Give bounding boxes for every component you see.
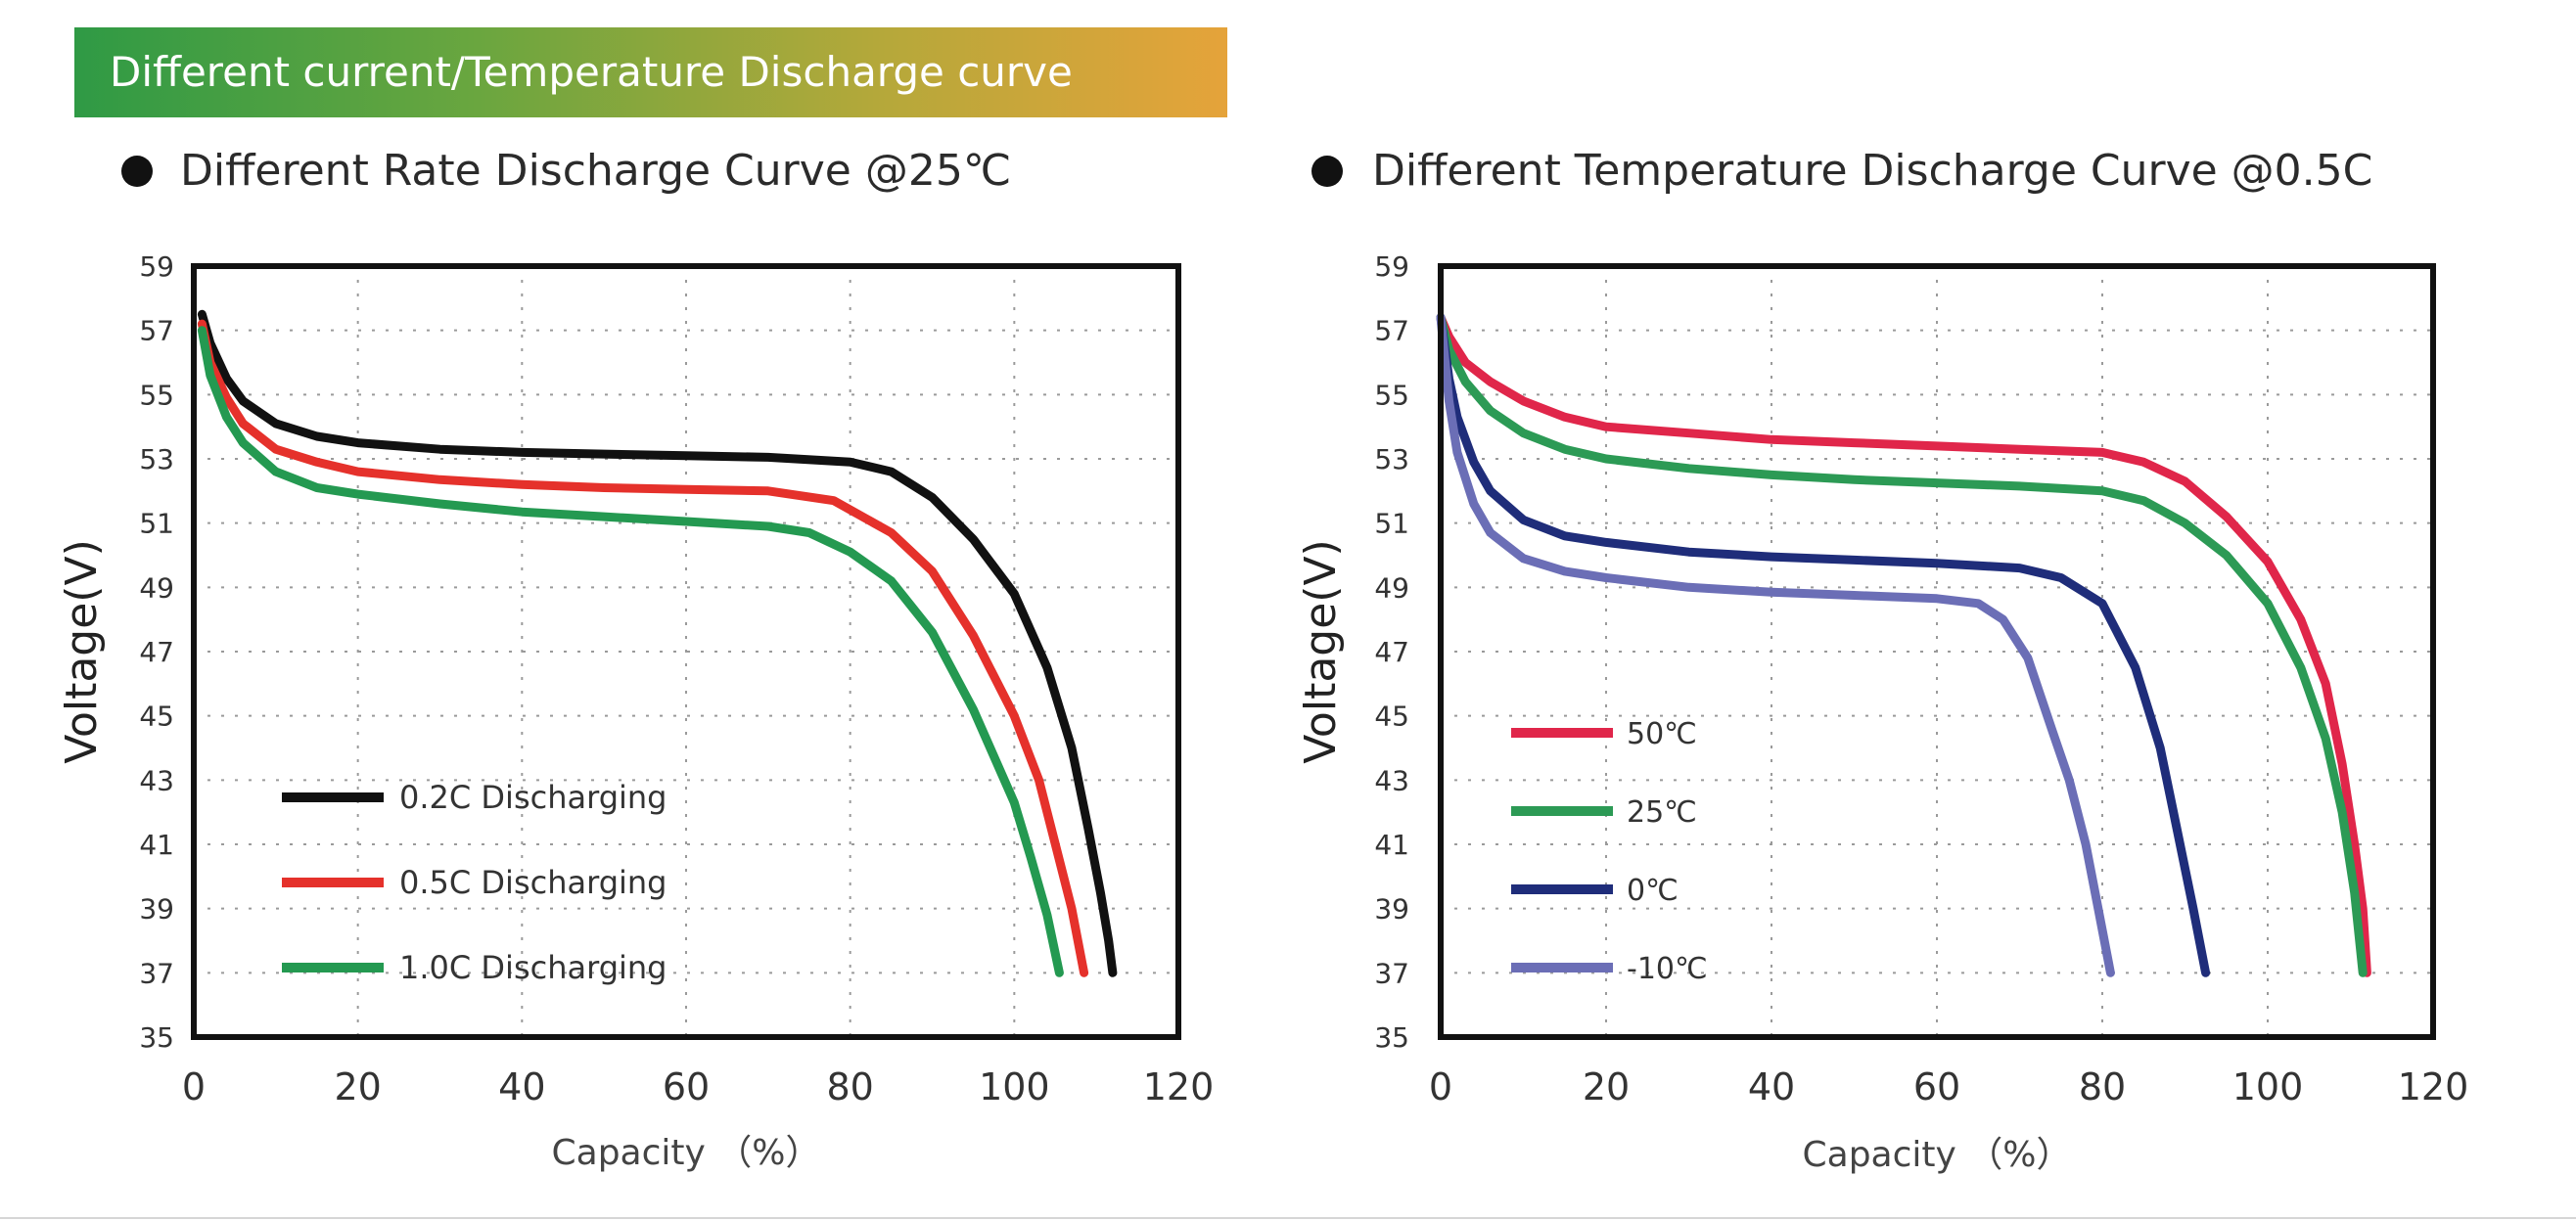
y-tick-label: 35 [1374,1021,1409,1054]
y-axis-label: Voltage(V) [1296,539,1346,763]
y-tick-label: 39 [139,893,174,926]
header-banner [74,27,1227,117]
y-tick-label: 47 [139,636,174,668]
y-tick-label: 45 [139,701,174,733]
x-tick-label: 80 [2079,1065,2126,1108]
x-tick-label: 120 [2398,1065,2469,1108]
banner-title: Different current/Temperature Discharge … [110,48,1073,96]
y-tick-label: 35 [139,1021,174,1054]
series-line-2 [1436,313,2368,977]
series-line-3 [197,326,1064,977]
series-line-1 [1436,313,2371,977]
y-tick-label: 59 [139,250,174,283]
series-line-3 [1436,313,2211,977]
legend-label: 1.0C Discharging [399,949,667,986]
divider [0,1217,2576,1219]
y-tick-label: 53 [139,443,174,475]
x-tick-label: 100 [2232,1065,2304,1108]
y-tick-label: 43 [139,764,174,796]
chart-title-temperature: Different Temperature Discharge Curve @0… [1372,146,2373,196]
y-axis-label: Voltage(V) [57,539,107,763]
y-tick-label: 47 [1374,636,1409,668]
y-tick-label: 57 [1374,315,1409,347]
y-tick-label: 41 [1374,829,1409,861]
x-tick-label: 60 [1913,1065,1960,1108]
x-tick-label: 20 [334,1065,381,1108]
plot-frame [191,263,1181,1040]
x-tick-label: 20 [1583,1065,1630,1108]
y-tick-label: 39 [1374,893,1409,926]
y-tick-label: 55 [139,379,174,411]
y-tick-label: 45 [1374,701,1409,733]
x-tick-label: 0 [1429,1065,1452,1108]
x-tick-label: 40 [1748,1065,1795,1108]
y-tick-label: 59 [1374,250,1409,283]
y-tick-label: 55 [1374,379,1409,411]
series-line-4 [1436,313,2115,977]
y-tick-label: 37 [139,957,174,989]
y-tick-label: 53 [1374,443,1409,475]
x-axis-label: Capacity （%） [1803,1135,2072,1175]
series-line-2 [197,319,1089,977]
y-tick-label: 43 [1374,764,1409,796]
legend-label: 0.5C Discharging [399,864,667,901]
legend-label: 50℃ [1627,717,1697,751]
y-tick-label: 49 [1374,571,1409,604]
y-tick-label: 37 [1374,957,1409,989]
series-line-1 [197,309,1118,977]
y-tick-label: 57 [139,315,174,347]
bullet-icon [1311,156,1343,187]
x-tick-label: 100 [979,1065,1050,1108]
y-tick-label: 51 [1374,508,1409,540]
x-tick-label: 40 [498,1065,545,1108]
y-tick-label: 49 [139,571,174,604]
x-axis-label: Capacity （%） [552,1133,821,1173]
x-tick-label: 120 [1143,1065,1215,1108]
legend-label: 25℃ [1627,795,1697,830]
legend-label: 0℃ [1627,874,1679,908]
plot-frame [1438,263,2436,1040]
legend-label: -10℃ [1627,952,1708,986]
bullet-icon [121,156,153,187]
y-tick-label: 41 [139,829,174,861]
legend-label: 0.2C Discharging [399,779,667,816]
x-tick-label: 80 [826,1065,873,1108]
x-tick-label: 60 [663,1065,710,1108]
y-tick-label: 51 [139,508,174,540]
chart-title-rate: Different Rate Discharge Curve @25℃ [180,146,1012,196]
x-tick-label: 0 [182,1065,206,1108]
